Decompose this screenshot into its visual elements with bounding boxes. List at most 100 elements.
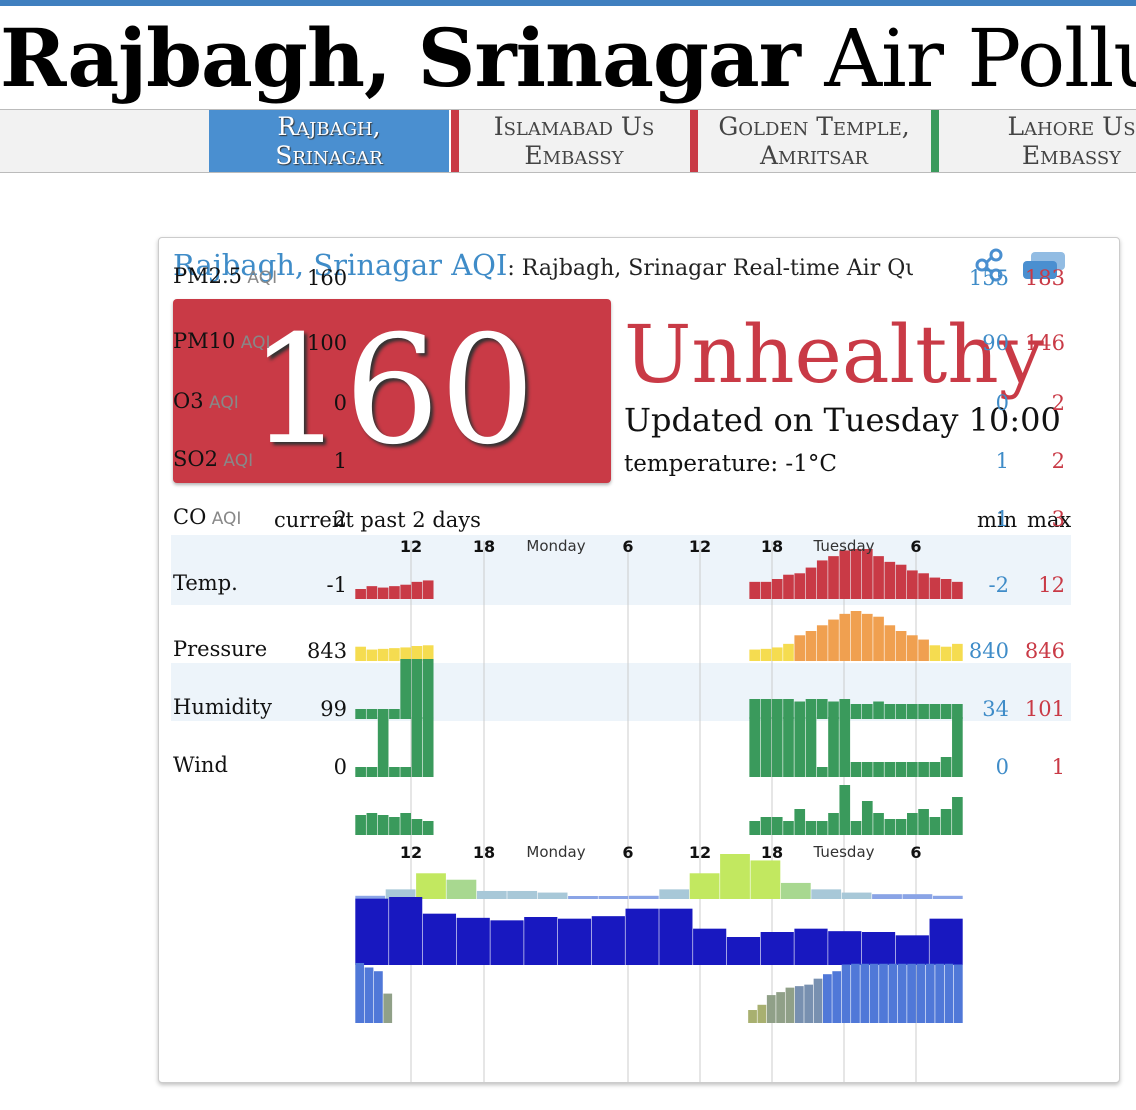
series-bar (411, 581, 423, 599)
series-bar (400, 659, 411, 719)
aqi-link[interactable]: Rajbagh, Srinagar AQI (173, 248, 508, 282)
series-bar (760, 699, 772, 719)
row-label-unit: AQI (242, 268, 278, 288)
tab-golden-temple-amritsar[interactable]: Golden Temple, Amritsar (698, 110, 930, 172)
series-bar (940, 757, 952, 777)
time-tick-label: 12 (399, 537, 423, 556)
series-bar (726, 937, 761, 965)
series-bar (416, 873, 446, 899)
series-bar (850, 611, 862, 661)
series-bar (748, 1010, 757, 1023)
series-bar (907, 762, 918, 777)
time-tick-label: 6 (910, 843, 922, 862)
time-tick-label: Tuesday (813, 843, 875, 861)
series-bar (794, 928, 828, 965)
series-bar (689, 873, 720, 899)
series-bar (895, 704, 907, 719)
series-bar (749, 821, 761, 835)
series-bar (760, 932, 794, 965)
row-label-name: Wind (173, 753, 228, 777)
row-label: CO AQI (173, 505, 241, 529)
time-tick-label: 18 (760, 843, 784, 862)
series-bar (771, 647, 783, 661)
row-label-name: Temp. (173, 571, 238, 595)
series-bar (355, 646, 366, 661)
page-title-bold: Rajbagh, Srinagar (0, 11, 801, 105)
series-bar (389, 897, 423, 965)
series-bar (377, 587, 389, 599)
series-bar (374, 971, 383, 1023)
widget-subtitle: : Rajbagh, Srinagar Real-time Air Qua (507, 256, 913, 281)
tab-label-line2: Srinagar (275, 141, 383, 170)
series-bar (749, 649, 761, 661)
tab-lahore-us-embassy[interactable]: Lahore Us Embassy (939, 110, 1136, 172)
temperature-reading: temperature: -1°C (624, 451, 837, 477)
series-bar (771, 817, 783, 835)
page-title: Rajbagh, Srinagar Air Pollution: (0, 10, 1136, 108)
share-icon[interactable] (974, 248, 1004, 282)
series-bar (805, 717, 817, 777)
history-charts (355, 541, 963, 1082)
series-bar (389, 586, 400, 599)
series-bar (355, 963, 365, 1023)
series-bar (932, 895, 963, 899)
series-bar (828, 931, 862, 965)
tab-label-line1: Rajbagh, (277, 112, 381, 141)
series-bar (839, 785, 851, 835)
series-bar (925, 963, 935, 1023)
series-bar (760, 648, 772, 661)
series-bar (776, 992, 785, 1023)
time-tick-label: 6 (910, 537, 922, 556)
series-bar (861, 932, 896, 965)
series-bar (411, 819, 423, 835)
series-bar (794, 573, 806, 599)
row-label-unit: AQI (235, 333, 271, 353)
series-bar (828, 813, 839, 835)
current-value: 843 (307, 639, 348, 663)
tab-label-line1: Golden Temple, (718, 112, 910, 141)
series-bar (389, 767, 400, 777)
tab-islamabad-us-embassy[interactable]: Islamabad Us Embassy (459, 110, 689, 172)
series-bar (794, 701, 806, 719)
series-bar (568, 896, 598, 899)
series-bar (537, 892, 568, 899)
series-bar (422, 580, 434, 599)
max-value: 146 (1024, 331, 1065, 355)
series-bar (929, 918, 963, 965)
series-bar (850, 762, 862, 777)
series-bar (816, 625, 828, 661)
series-bar (879, 963, 888, 1023)
series-bar (850, 704, 862, 719)
series-bar (507, 890, 538, 899)
series-bar (422, 821, 434, 835)
series-bar (377, 648, 389, 661)
row-label-name: PM10 (173, 329, 236, 353)
series-bar (355, 815, 366, 835)
min-value: -2 (988, 573, 1009, 597)
series-bar (895, 935, 929, 965)
series-bar (780, 882, 811, 899)
series-bar (591, 916, 625, 965)
series-bar (749, 717, 761, 777)
row-label: Temp. (173, 571, 238, 595)
series-bar (861, 762, 873, 777)
row-label-unit: AQI (217, 451, 254, 471)
series-bar (851, 963, 860, 1023)
row-label: Humidity (173, 695, 272, 719)
cards-icon[interactable] (1021, 250, 1067, 282)
series-bar (693, 928, 727, 965)
aqi-value-box: 160 (173, 299, 611, 483)
tab-rajbagh-srinagar[interactable]: Rajbagh, Srinagar (209, 110, 449, 172)
series-bar (895, 631, 907, 661)
row-label-name: SO2 (173, 447, 218, 471)
series-bar (861, 613, 873, 661)
row-label-unit: AQI (203, 393, 239, 413)
aqi-status: Unhealthy (624, 308, 1044, 401)
min-value: 0 (995, 391, 1009, 415)
tab-accent-red (451, 110, 459, 172)
series-bar (873, 701, 884, 719)
series-bar (884, 704, 896, 719)
series-bar (816, 767, 828, 777)
time-tick-label: 6 (622, 537, 634, 556)
series-bar (355, 709, 366, 719)
